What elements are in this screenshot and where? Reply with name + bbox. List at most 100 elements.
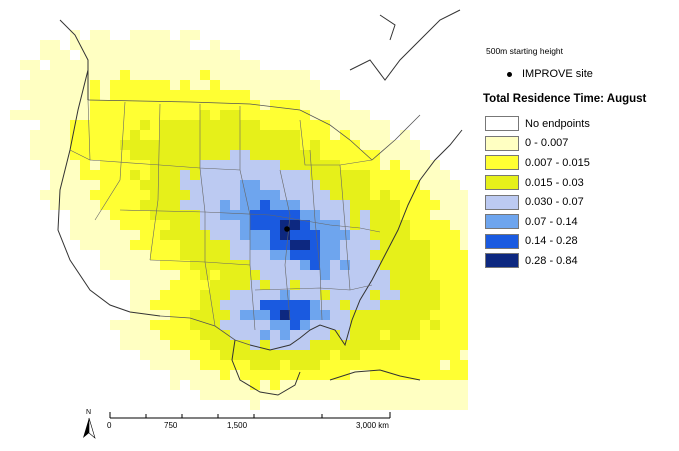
grid-cell [220, 370, 230, 380]
grid-cell [110, 160, 120, 170]
grid-cell [440, 390, 450, 400]
grid-cell [260, 100, 270, 110]
grid-cell [190, 90, 200, 100]
grid-cell [380, 180, 390, 190]
grid-cell [240, 140, 250, 150]
grid-cell [120, 250, 130, 260]
grid-cell [80, 220, 90, 230]
grid-cell [420, 200, 430, 210]
grid-cell [460, 320, 470, 330]
grid-cell [310, 270, 320, 280]
grid-cell [460, 340, 470, 350]
grid-cell [330, 220, 340, 230]
grid-cell [220, 350, 230, 360]
grid-cell [80, 40, 90, 50]
grid-cell [90, 170, 100, 180]
grid-cell [260, 70, 270, 80]
grid-cell [380, 230, 390, 240]
grid-cell [280, 190, 290, 200]
grid-cell [20, 80, 30, 90]
grid-cell [390, 220, 400, 230]
grid-cell [330, 150, 340, 160]
grid-cell [420, 350, 430, 360]
grid-cell [190, 290, 200, 300]
grid-cell [420, 150, 430, 160]
grid-cell [220, 240, 230, 250]
grid-cell [220, 340, 230, 350]
grid-cell [320, 370, 330, 380]
grid-cell [160, 120, 170, 130]
grid-cell [410, 390, 420, 400]
grid-cell [70, 180, 80, 190]
grid-cell [450, 330, 460, 340]
grid-cell [430, 360, 440, 370]
grid-cell [70, 130, 80, 140]
grid-cell [60, 70, 70, 80]
grid-cell [110, 40, 120, 50]
grid-cell [250, 260, 260, 270]
grid-cell [350, 160, 360, 170]
grid-cell [460, 330, 470, 340]
grid-cell [290, 130, 300, 140]
grid-cell [160, 250, 170, 260]
grid-cell [140, 240, 150, 250]
grid-cell [110, 260, 120, 270]
grid-cell [340, 260, 350, 270]
grid-cell [230, 350, 240, 360]
grid-cell [300, 340, 310, 350]
grid-cell [410, 240, 420, 250]
grid-cell [290, 390, 300, 400]
grid-cell [230, 180, 240, 190]
grid-cell [210, 290, 220, 300]
grid-cell [180, 200, 190, 210]
grid-cell [90, 50, 100, 60]
grid-cell [390, 170, 400, 180]
grid-cell [180, 290, 190, 300]
grid-cell [360, 180, 370, 190]
grid-cell [210, 210, 220, 220]
grid-cell [200, 310, 210, 320]
grid-cell [140, 220, 150, 230]
grid-cell [390, 290, 400, 300]
grid-cell [180, 40, 190, 50]
grid-cell [90, 100, 100, 110]
grid-cell [200, 360, 210, 370]
grid-cell [450, 390, 460, 400]
legend-item: No endpoints [485, 114, 590, 134]
grid-cell [290, 260, 300, 270]
grid-cell [250, 360, 260, 370]
grid-cell [400, 370, 410, 380]
grid-cell [90, 230, 100, 240]
grid-cell [250, 130, 260, 140]
grid-cell [400, 310, 410, 320]
grid-cell [140, 320, 150, 330]
grid-cell [390, 210, 400, 220]
grid-cell [450, 300, 460, 310]
grid-cell [140, 120, 150, 130]
grid-cell [220, 310, 230, 320]
grid-cell [170, 140, 180, 150]
grid-cell [360, 210, 370, 220]
grid-cell [350, 150, 360, 160]
grid-cell [200, 110, 210, 120]
grid-cell [420, 340, 430, 350]
grid-cell [350, 350, 360, 360]
grid-cell [170, 150, 180, 160]
grid-cell [280, 360, 290, 370]
grid-cell [360, 150, 370, 160]
grid-cell [130, 200, 140, 210]
grid-cell [230, 190, 240, 200]
grid-cell [350, 320, 360, 330]
grid-cell [220, 90, 230, 100]
grid-cell [440, 370, 450, 380]
grid-cell [390, 240, 400, 250]
grid-cell [440, 380, 450, 390]
grid-cell [90, 150, 100, 160]
grid-cell [150, 160, 160, 170]
grid-cell [20, 110, 30, 120]
grid-cell [440, 320, 450, 330]
grid-cell [240, 150, 250, 160]
grid-cell [270, 350, 280, 360]
grid-cell [230, 320, 240, 330]
grid-cell [380, 300, 390, 310]
